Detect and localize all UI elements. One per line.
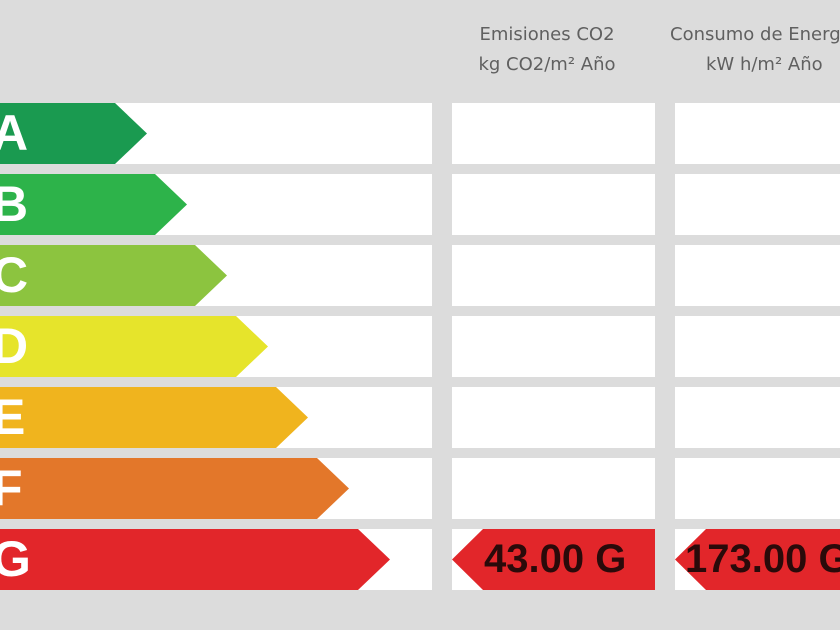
emissions-cell [452,316,655,377]
consumption-cell [675,387,840,448]
emissions-result: 43.00 G [452,529,655,590]
emissions-header-title: Emisiones CO2 [479,24,615,45]
rating-arrow-d: D [0,316,268,377]
consumption-cell [675,245,840,306]
rating-arrow-g: G [0,529,390,590]
consumption-cell [675,316,840,377]
consumption-header-unit: kW h/m² Año [706,54,823,75]
consumption-cell [675,103,840,164]
rating-arrow-e: E [0,387,308,448]
rating-arrow-c: C [0,245,227,306]
consumption-header-title: Consumo de Energía [670,24,840,45]
rating-letter: G [0,531,31,587]
consumption-cell [675,174,840,235]
rating-letter: C [0,247,29,303]
emissions-cell [452,174,655,235]
consumption-header: Consumo de Energía kW h/m² Año [670,20,840,80]
rating-letter: F [0,460,23,516]
rating-arrow-b: B [0,174,187,235]
rating-letter: A [0,105,29,161]
consumption-result: 173.00 G [675,529,840,590]
rating-letter: E [0,389,26,445]
emissions-header-unit: kg CO2/m² Año [478,54,616,75]
emissions-cell [452,387,655,448]
emissions-cell [452,458,655,519]
rating-arrow-a: A [0,103,147,164]
consumption-value: 173.00 G [685,537,840,581]
rating-letter: D [0,318,29,374]
rating-letter: B [0,176,29,232]
rating-arrow-f: F [0,458,349,519]
consumption-cell [675,458,840,519]
emissions-cell [452,245,655,306]
emissions-header: Emisiones CO2 kg CO2/m² Año [452,20,642,80]
emissions-cell [452,103,655,164]
emissions-value: 43.00 G [484,537,627,581]
